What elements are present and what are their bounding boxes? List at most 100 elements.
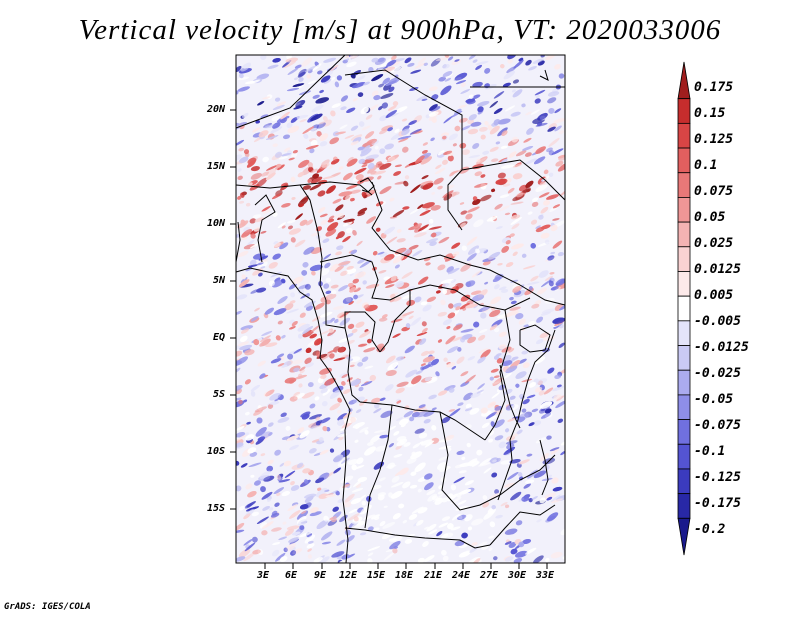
field-cell xyxy=(387,105,397,111)
field-cell xyxy=(236,154,243,161)
field-cell xyxy=(300,369,305,374)
field-cell xyxy=(371,57,379,63)
field-cell xyxy=(307,554,312,559)
field-cell xyxy=(448,303,454,309)
field-cell xyxy=(343,501,352,508)
field-cell xyxy=(415,370,423,375)
field-cell xyxy=(387,362,399,371)
field-cell xyxy=(481,422,490,429)
field-cell xyxy=(292,150,298,154)
field-cell xyxy=(282,521,287,525)
field-cell xyxy=(558,342,565,348)
field-cell xyxy=(347,282,354,288)
field-cell xyxy=(558,130,565,135)
field-cell xyxy=(343,218,355,223)
field-cell xyxy=(346,265,354,270)
field-cell xyxy=(494,406,503,411)
field-cell xyxy=(373,403,380,409)
field-cell xyxy=(250,384,260,392)
field-cell xyxy=(331,158,340,165)
field-cell xyxy=(330,77,336,81)
field-cell xyxy=(497,263,503,266)
field-cell xyxy=(290,485,300,491)
field-cell xyxy=(281,491,291,497)
field-cell xyxy=(440,299,446,306)
colorbar-swatch-10 xyxy=(677,320,691,346)
field-cell xyxy=(452,336,462,342)
field-cell xyxy=(476,449,483,456)
field-cell xyxy=(248,506,260,511)
field-cell xyxy=(540,279,552,288)
field-cell xyxy=(286,308,299,314)
colorbar-swatch-9 xyxy=(677,295,691,322)
field-cell xyxy=(312,63,322,72)
field-cell xyxy=(357,258,366,264)
field-cell xyxy=(404,538,413,544)
field-cell xyxy=(472,59,478,63)
field-cell xyxy=(323,57,337,63)
field-cell xyxy=(530,275,539,282)
field-cell xyxy=(314,396,320,401)
lon-label-12e: 12E xyxy=(339,570,358,581)
field-cell xyxy=(455,80,467,85)
field-cell xyxy=(438,445,452,450)
field-cell xyxy=(336,245,344,251)
field-cell xyxy=(421,98,428,101)
field-cell xyxy=(467,556,480,563)
field-cell xyxy=(428,226,442,230)
field-cell xyxy=(453,476,465,484)
field-cell xyxy=(509,233,515,237)
field-cell xyxy=(498,441,507,449)
field-cell xyxy=(377,494,385,501)
field-cell xyxy=(289,326,296,330)
field-cell xyxy=(379,186,392,195)
field-cell xyxy=(274,502,280,507)
field-cell xyxy=(380,410,393,418)
field-cell xyxy=(543,199,550,206)
field-cell xyxy=(309,414,322,420)
field-cell xyxy=(404,345,415,354)
field-cell xyxy=(383,226,396,235)
field-cell xyxy=(274,242,281,248)
field-cell xyxy=(236,522,245,531)
field-cell xyxy=(547,91,560,97)
field-cell xyxy=(348,301,354,305)
field-cell xyxy=(488,438,493,443)
field-cell xyxy=(441,516,451,521)
field-cell xyxy=(390,482,404,488)
field-cell xyxy=(355,409,362,414)
field-cell xyxy=(414,462,426,473)
field-cell xyxy=(249,259,257,266)
field-cell xyxy=(301,510,307,515)
field-cell xyxy=(454,125,461,132)
field-cell xyxy=(524,479,535,484)
field-cell xyxy=(277,296,288,304)
field-cell xyxy=(535,437,547,444)
field-cell xyxy=(319,417,331,424)
field-cell xyxy=(467,336,477,344)
field-cell xyxy=(328,165,334,170)
field-cell xyxy=(543,492,557,500)
field-cell xyxy=(336,539,346,546)
field-cell xyxy=(279,462,285,467)
field-cell xyxy=(367,162,375,170)
field-cell xyxy=(531,408,539,413)
field-cell xyxy=(493,91,505,99)
field-cell xyxy=(523,483,531,489)
border-north-1 xyxy=(235,54,346,129)
field-cell xyxy=(409,209,419,215)
field-cell xyxy=(390,66,402,73)
field-cell xyxy=(458,166,470,174)
field-cell xyxy=(460,294,471,302)
field-cell xyxy=(380,93,394,99)
field-cell xyxy=(497,127,508,137)
field-cell xyxy=(292,531,301,536)
field-cell xyxy=(549,447,560,452)
field-cell xyxy=(394,128,400,133)
field-cell xyxy=(468,154,481,159)
field-cell xyxy=(267,64,279,69)
field-cell xyxy=(329,137,340,145)
field-cell xyxy=(477,106,484,113)
field-cell xyxy=(426,296,437,303)
field-cell xyxy=(392,513,401,520)
